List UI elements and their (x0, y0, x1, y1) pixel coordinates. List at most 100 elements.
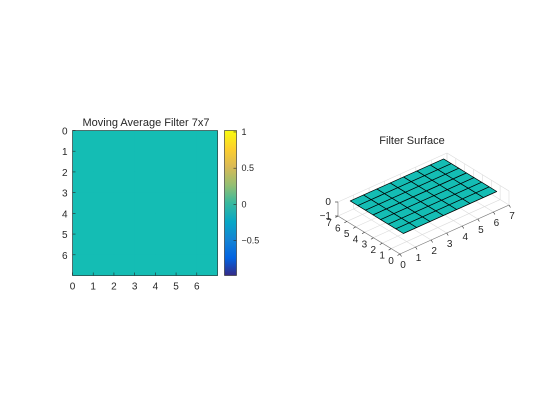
heatmap-x-tick-label: 6 (194, 282, 200, 293)
surface-y-tick-label: 4 (353, 234, 359, 245)
colorbar-tick-label: 1 (242, 127, 247, 137)
surface-patch (429, 158, 452, 170)
heatmap-cell (134, 254, 156, 276)
heatmap-y-tick-label: 1 (62, 147, 68, 158)
surface-z-tick-label: 0 (325, 197, 331, 208)
colorbar-gradient (224, 130, 237, 276)
surface-x-tick-label: 6 (494, 218, 500, 229)
heatmap-cell (196, 254, 218, 276)
surface-floor-gridline (353, 208, 416, 248)
surface-x-tick-mark (477, 218, 480, 222)
surface-y-tick-mark (370, 237, 374, 240)
colorbar-tick-label: 0.5 (242, 163, 255, 173)
heatmap-cell (113, 254, 136, 276)
heatmap-cell (196, 192, 218, 214)
heatmap-cell (196, 130, 218, 152)
surface-y-tick-label: 2 (370, 245, 376, 256)
surface-y-tick-label: 1 (379, 251, 385, 262)
heatmap-cell (72, 213, 94, 235)
heatmap-y-tick-label: 6 (62, 251, 68, 262)
surface-x-tick-mark (462, 225, 465, 229)
colorbar: 1 0.5 0 −0.5 (224, 127, 260, 276)
surface-x-tick-label: 1 (416, 253, 422, 264)
heatmap-cell (72, 234, 94, 256)
heatmap-cell (176, 254, 198, 276)
surface-y-tick-label: 7 (326, 218, 332, 229)
heatmap-cell (93, 130, 115, 152)
surface-y-tick-mark (379, 242, 383, 245)
surface-y-tick-label: 3 (362, 240, 368, 251)
heatmap-x-tick-label: 5 (173, 282, 179, 293)
surface-x-tick-mark (430, 239, 433, 243)
surface-x-tick-mark (415, 246, 418, 250)
heatmap-cell (134, 213, 156, 235)
heatmap-cell (176, 130, 198, 152)
surface-y-tick-mark (397, 253, 401, 256)
heatmap-x-tick-label: 1 (90, 282, 96, 293)
surface-y-tick-label: 5 (344, 229, 350, 240)
heatmap-cell (176, 171, 198, 194)
surface-wall-gridline (337, 152, 448, 203)
colorbar-tick-label: −0.5 (242, 236, 260, 246)
surface-x-tick-label: 4 (462, 232, 468, 243)
surface-x-tick-mark (446, 232, 449, 236)
heatmap-y-tick-label: 2 (62, 168, 68, 179)
surface-y-tick-label: 0 (388, 256, 394, 267)
heatmap-cell (113, 171, 136, 194)
heatmap-cell (72, 171, 94, 194)
heatmap-x-tick-label: 3 (132, 282, 138, 293)
surface-z-ticks: 0−1 (320, 197, 338, 222)
heatmap-cell (176, 234, 198, 256)
heatmap-cell (113, 151, 136, 173)
heatmap-cell (72, 192, 94, 214)
surface-x-tick-label: 2 (431, 246, 437, 257)
heatmap-y-tick-label: 3 (62, 189, 68, 200)
surface-y-tick-mark (344, 221, 347, 224)
surface-x-axis-line (399, 204, 510, 255)
surface-x-tick-label: 3 (447, 239, 453, 250)
heatmap-title: Moving Average Filter 7x7 (83, 117, 210, 129)
surface-y-tick-mark (361, 232, 365, 235)
heatmap-frame (72, 130, 218, 276)
heatmap-cell (134, 192, 156, 214)
surface-y-axis-line (337, 215, 401, 255)
heatmap-cell (113, 234, 136, 256)
heatmap-cell (155, 130, 177, 152)
heatmap-cell (72, 130, 94, 152)
surface-x-tick-mark (493, 211, 496, 215)
surface-y-tick-label: 6 (335, 223, 341, 234)
heatmap-cell (176, 151, 198, 173)
surface-x-tick-mark (399, 253, 402, 257)
colorbar-ticks: 1 0.5 0 −0.5 (233, 127, 260, 246)
surface-wall-gridline (446, 152, 510, 192)
heatmap-cell (134, 234, 156, 256)
heatmap-cell (155, 254, 177, 276)
heatmap-y-tick-label: 0 (62, 127, 68, 138)
surface-title: Filter Surface (379, 135, 444, 147)
heatmap-y-tick-label: 5 (62, 230, 68, 241)
heatmap-cell (72, 151, 94, 173)
heatmap-cell (196, 151, 218, 173)
heatmap-cell (93, 151, 115, 173)
heatmap-cell (93, 171, 115, 194)
heatmap-cell (155, 151, 177, 173)
surface-x-tick-label: 7 (509, 211, 515, 222)
surface-patches (349, 158, 498, 234)
heatmap-y-ticks: 0 1 2 3 4 5 6 (62, 127, 76, 262)
surface-x-tick-label: 0 (400, 260, 406, 271)
heatmap-cell (196, 171, 218, 194)
surface-x-tick-label: 5 (478, 225, 484, 236)
heatmap-cell (113, 192, 136, 214)
heatmap-x-tick-label: 4 (153, 282, 159, 293)
heatmap-cell (155, 192, 177, 214)
heatmap-cell (93, 234, 115, 256)
surface-z-tick-label: −1 (320, 211, 332, 222)
heatmap-x-ticks: 0 1 2 3 4 5 6 (70, 272, 200, 293)
heatmap-cell (93, 192, 115, 214)
surface-y-tick-mark (388, 248, 392, 251)
heatmap-y-tick-label: 4 (62, 209, 68, 220)
